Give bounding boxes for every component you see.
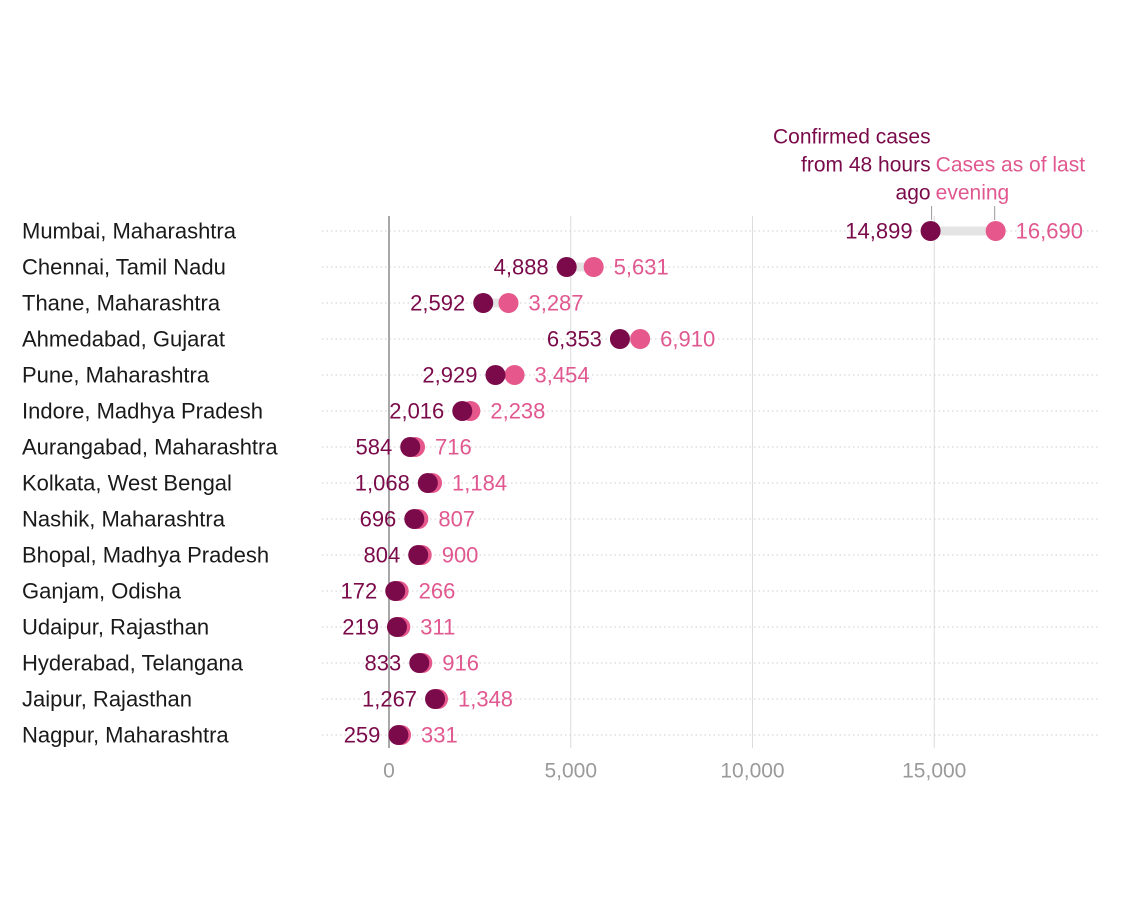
- value-label-48h-ago: 172: [341, 579, 378, 604]
- value-label-latest: 6,910: [660, 327, 715, 352]
- dot-48h-ago: [409, 653, 430, 673]
- legend-label-48h-ago: Confirmed cases: [773, 126, 931, 149]
- dot-48h-ago: [388, 725, 409, 745]
- value-label-48h-ago: 696: [360, 507, 397, 532]
- dot-48h-ago: [556, 257, 577, 277]
- value-label-48h-ago: 833: [365, 651, 402, 676]
- x-tick-label: 5,000: [544, 760, 597, 783]
- category-label: Pune, Maharashtra: [22, 363, 210, 388]
- value-label-latest: 3,454: [535, 363, 590, 388]
- category-label: Mumbai, Maharashtra: [22, 219, 237, 244]
- category-label: Chennai, Tamil Nadu: [22, 255, 226, 280]
- dot-latest: [498, 293, 519, 313]
- dot-48h-ago: [385, 581, 406, 601]
- data-marks: [385, 221, 1006, 745]
- category-label: Hyderabad, Telangana: [22, 651, 244, 676]
- value-label-48h-ago: 2,929: [422, 363, 477, 388]
- dot-latest: [630, 329, 651, 349]
- value-label-latest: 2,238: [490, 399, 545, 424]
- category-label: Jaipur, Rajasthan: [22, 687, 192, 712]
- dot-48h-ago: [417, 473, 438, 493]
- category-label: Udaipur, Rajasthan: [22, 615, 209, 640]
- value-label-48h-ago: 14,899: [845, 219, 912, 244]
- dot-48h-ago: [408, 545, 429, 565]
- value-label-48h-ago: 2,016: [389, 399, 444, 424]
- x-tick-label: 15,000: [902, 760, 966, 783]
- category-label: Kolkata, West Bengal: [22, 471, 232, 496]
- value-label-latest: 807: [438, 507, 475, 532]
- category-label: Thane, Maharashtra: [22, 291, 221, 316]
- legend-label-latest: evening: [936, 182, 1010, 205]
- dot-48h-ago: [473, 293, 494, 313]
- category-label: Indore, Madhya Pradesh: [22, 399, 263, 424]
- value-label-48h-ago: 6,353: [547, 327, 602, 352]
- dot-latest: [504, 365, 525, 385]
- value-label-48h-ago: 804: [364, 543, 401, 568]
- value-label-latest: 900: [442, 543, 479, 568]
- category-label: Ganjam, Odisha: [22, 579, 182, 604]
- value-label-48h-ago: 4,888: [494, 255, 549, 280]
- dot-48h-ago: [404, 509, 425, 529]
- legend-label-latest: Cases as of last: [936, 154, 1086, 177]
- value-label-latest: 331: [421, 723, 458, 748]
- dot-48h-ago: [452, 401, 473, 421]
- value-label-latest: 5,631: [614, 255, 669, 280]
- category-label: Nagpur, Maharashtra: [22, 723, 229, 748]
- value-label-latest: 1,348: [458, 687, 513, 712]
- value-label-latest: 16,690: [1016, 219, 1083, 244]
- value-label-48h-ago: 259: [344, 723, 381, 748]
- legend-label-48h-ago: from 48 hours: [801, 154, 931, 177]
- category-label: Bhopal, Madhya Pradesh: [22, 543, 269, 568]
- dot-48h-ago: [425, 689, 446, 709]
- dot-latest: [985, 221, 1006, 241]
- dot-48h-ago: [485, 365, 506, 385]
- value-label-48h-ago: 1,068: [355, 471, 410, 496]
- dot-48h-ago: [386, 617, 407, 637]
- value-label-latest: 916: [442, 651, 479, 676]
- value-label-48h-ago: 584: [356, 435, 393, 460]
- dot-latest: [583, 257, 604, 277]
- category-label: Nashik, Maharashtra: [22, 507, 226, 532]
- x-tick-label: 0: [383, 760, 395, 783]
- x-tick-label: 10,000: [720, 760, 784, 783]
- dot-48h-ago: [920, 221, 941, 241]
- legend-label-48h-ago: ago: [896, 182, 931, 205]
- chart-labels: 0 5,000 10,000 15,000 Mumbai, Maharashtra 14,…: [22, 126, 1085, 783]
- value-label-latest: 266: [419, 579, 456, 604]
- value-label-latest: 3,287: [528, 291, 583, 316]
- gridlines: [388, 206, 996, 748]
- category-label: Aurangabad, Maharashtra: [22, 435, 278, 460]
- value-label-latest: 716: [435, 435, 472, 460]
- value-label-48h-ago: 1,267: [362, 687, 417, 712]
- value-label-latest: 1,184: [452, 471, 507, 496]
- dot-48h-ago: [400, 437, 421, 457]
- value-label-48h-ago: 2,592: [410, 291, 465, 316]
- dot-48h-ago: [609, 329, 630, 349]
- category-label: Ahmedabad, Gujarat: [22, 327, 225, 352]
- value-label-48h-ago: 219: [342, 615, 379, 640]
- value-label-latest: 311: [420, 615, 455, 640]
